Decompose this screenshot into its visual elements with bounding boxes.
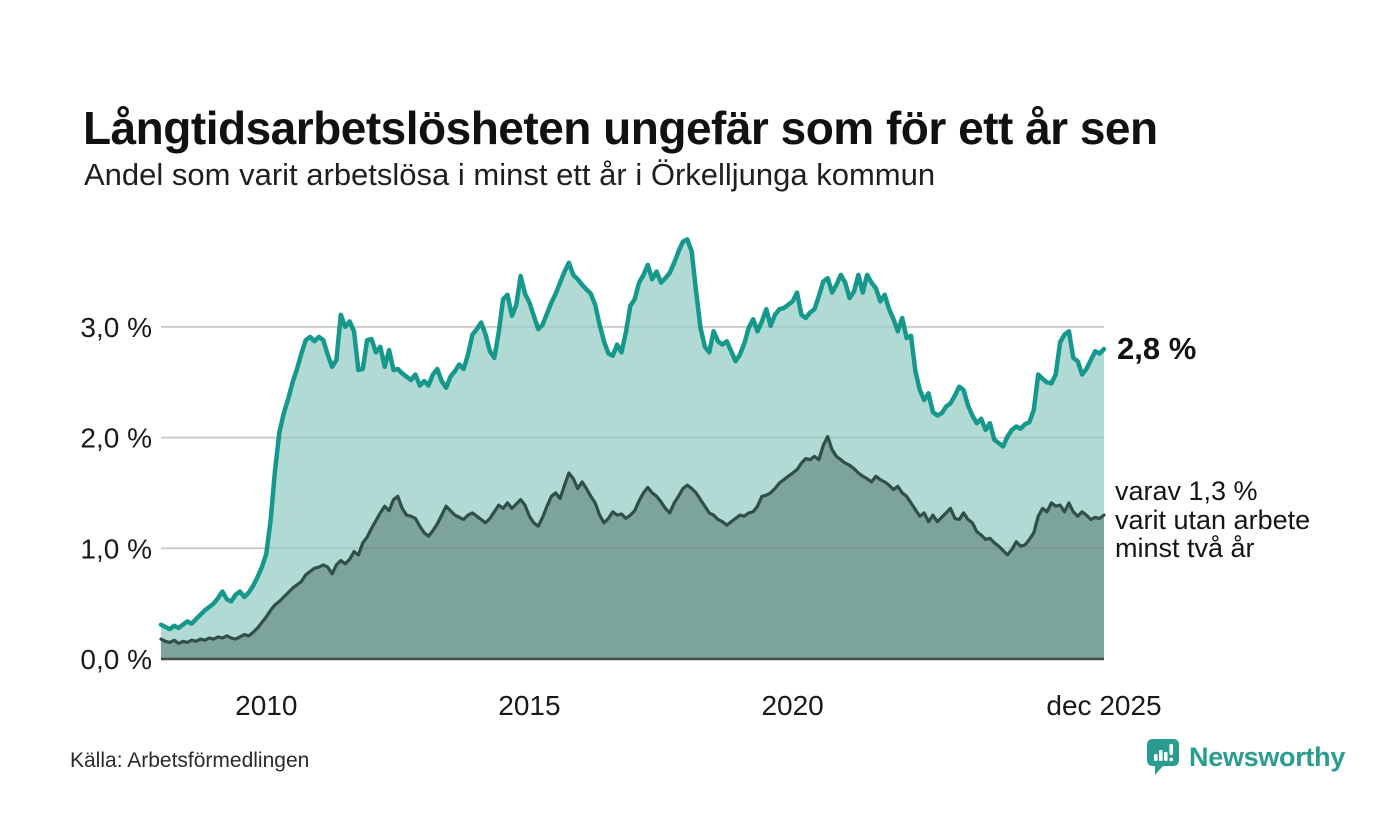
source-credit: Källa: Arbetsförmedlingen bbox=[70, 749, 310, 772]
newsworthy-icon bbox=[1146, 737, 1180, 777]
sub-annotation-line-3: minst två år bbox=[1115, 533, 1255, 563]
line-unemployed-one-year bbox=[158, 237, 1107, 632]
x-axis-tick-label: 2020 bbox=[761, 690, 823, 721]
y-axis-tick-label: 1,0 % bbox=[80, 533, 152, 564]
x-axis-tick-label: 2010 bbox=[235, 690, 297, 721]
y-axis-tick-label: 3,0 % bbox=[80, 312, 152, 343]
area-unemployed-two-years bbox=[161, 436, 1104, 659]
line-unemployed-two-years bbox=[159, 434, 1106, 646]
brand-logo: Newsworthy bbox=[1146, 736, 1345, 778]
sub-annotation-line-2: varit utan arbete bbox=[1115, 504, 1311, 535]
sub-series-annotation: varav 1,3 % varit utan arbete minst två … bbox=[1115, 477, 1310, 563]
y-axis-tick-label: 0,0 % bbox=[80, 644, 152, 675]
x-axis-tick-label: 2015 bbox=[498, 690, 560, 721]
sub-annotation-line-1: varav 1,3 % bbox=[1115, 476, 1258, 506]
brand-name: Newsworthy bbox=[1189, 741, 1346, 772]
page-subtitle: Andel som varit arbetslösa i minst ett å… bbox=[84, 157, 936, 192]
page-title: Långtidsarbetslösheten ungefär som för e… bbox=[83, 101, 1158, 154]
y-axis-tick-label: 2,0 % bbox=[80, 423, 152, 454]
x-axis-tick-label: dec 2025 bbox=[1046, 690, 1161, 721]
end-value-label: 2,8 % bbox=[1117, 331, 1197, 366]
